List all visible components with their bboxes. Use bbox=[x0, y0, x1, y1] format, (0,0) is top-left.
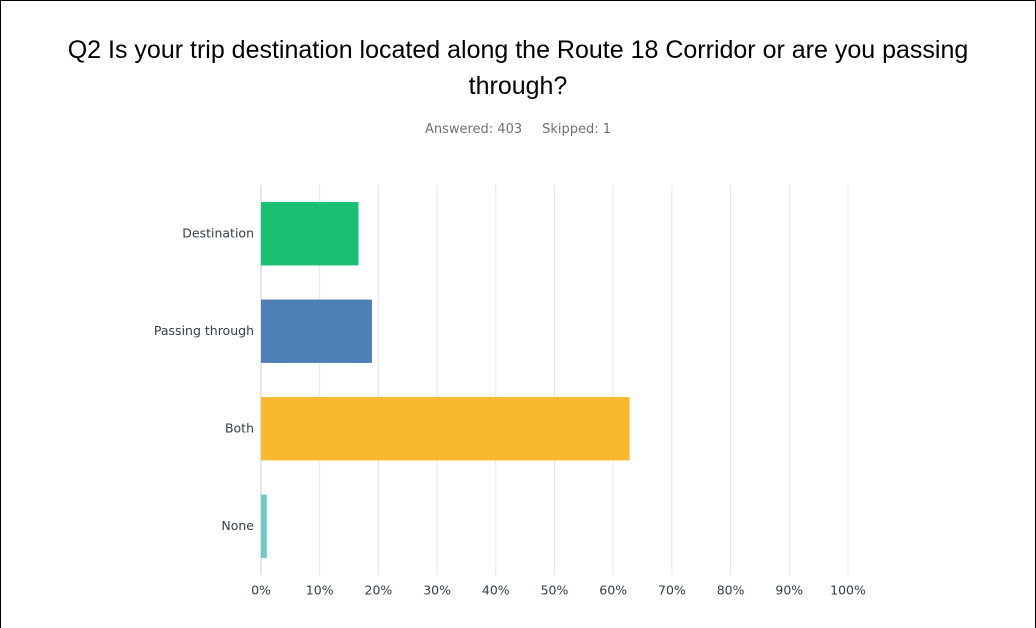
bar bbox=[261, 397, 630, 461]
x-tick-label: 10% bbox=[306, 583, 334, 598]
subtitle: Answered: 403 Skipped: 1 bbox=[0, 122, 1036, 137]
x-tick-label: 20% bbox=[365, 583, 393, 598]
y-tick-label: None bbox=[221, 518, 254, 533]
y-tick-label: Passing through bbox=[154, 323, 254, 338]
bar bbox=[261, 299, 372, 363]
x-tick-label: 70% bbox=[658, 583, 686, 598]
y-tick-label: Both bbox=[225, 420, 254, 435]
bar bbox=[261, 494, 267, 558]
skipped: Skipped: 1 bbox=[542, 122, 612, 137]
x-tick-label: 90% bbox=[775, 583, 803, 598]
x-tick-label: 60% bbox=[599, 583, 627, 598]
x-tick-label: 80% bbox=[717, 583, 745, 598]
chart-title: Q2 Is your trip destination located alon… bbox=[67, 36, 969, 100]
x-tick-label: 100% bbox=[830, 583, 866, 598]
x-tick-label: 50% bbox=[541, 583, 569, 598]
y-tick-label: Destination bbox=[182, 225, 254, 240]
x-tick-label: 40% bbox=[482, 583, 510, 598]
answered: Answered: 403 bbox=[424, 122, 523, 137]
bar bbox=[261, 202, 359, 266]
x-tick-label: 0% bbox=[251, 583, 271, 598]
x-tick-label: 30% bbox=[423, 583, 451, 598]
